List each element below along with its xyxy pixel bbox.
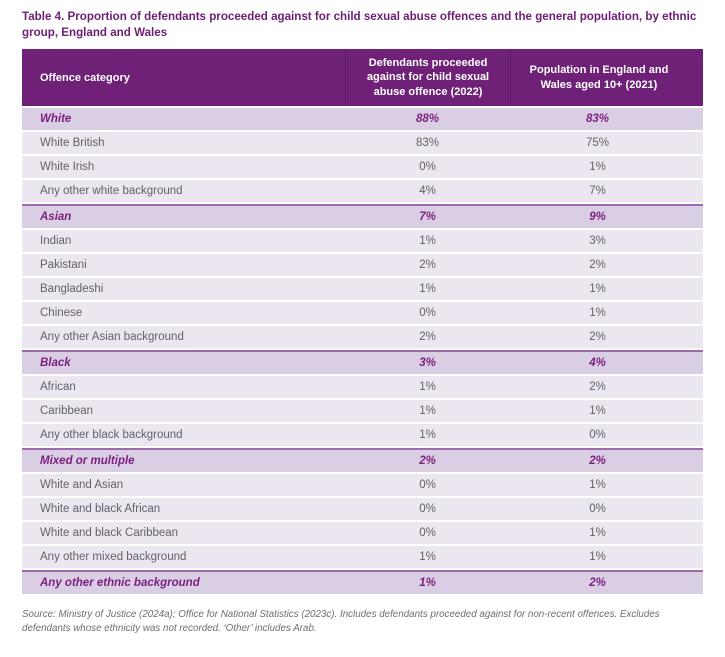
table-title: Table 4. Proportion of defendants procee… [22, 10, 697, 39]
defendants-cell: 1% [345, 570, 510, 594]
population-cell: 1% [510, 302, 703, 324]
defendants-cell: 2% [345, 448, 510, 472]
population-cell: 0% [510, 498, 703, 520]
table-row: White and Asian 0% 1% [22, 474, 703, 496]
population-cell: 9% [510, 204, 703, 228]
group-row: Asian 7% 9% [22, 204, 703, 228]
defendants-cell: 1% [345, 278, 510, 300]
defendants-cell: 1% [345, 376, 510, 398]
defendants-cell: 4% [345, 180, 510, 202]
population-cell: 2% [510, 254, 703, 276]
offence-category-cell: Bangladeshi [22, 278, 345, 300]
defendants-cell: 7% [345, 204, 510, 228]
population-cell: 0% [510, 424, 703, 446]
defendants-cell: 0% [345, 474, 510, 496]
table-row: Any other Asian background 2% 2% [22, 326, 703, 348]
population-cell: 3% [510, 230, 703, 252]
group-row: White 88% 83% [22, 108, 703, 130]
offence-category-cell: White Irish [22, 156, 345, 178]
defendants-cell: 0% [345, 302, 510, 324]
population-cell: 7% [510, 180, 703, 202]
header-row: Offence category Defendants proceeded ag… [22, 49, 703, 106]
defendants-cell: 3% [345, 350, 510, 374]
source-note: Source: Ministry of Justice (2024a); Off… [22, 609, 660, 634]
offence-category-cell: African [22, 376, 345, 398]
table-row: Pakistani 2% 2% [22, 254, 703, 276]
offence-category-cell: Asian [22, 204, 345, 228]
population-cell: 2% [510, 570, 703, 594]
offence-category-cell: Indian [22, 230, 345, 252]
offence-category-cell: Black [22, 350, 345, 374]
table-row: Indian 1% 3% [22, 230, 703, 252]
population-cell: 1% [510, 546, 703, 568]
defendants-cell: 1% [345, 546, 510, 568]
table-row: African 1% 2% [22, 376, 703, 398]
population-cell: 4% [510, 350, 703, 374]
offence-category-cell: Mixed or multiple [22, 448, 345, 472]
offence-category-cell: Any other Asian background [22, 326, 345, 348]
offence-category-cell: Any other black background [22, 424, 345, 446]
population-cell: 2% [510, 326, 703, 348]
table-row: Caribbean 1% 1% [22, 400, 703, 422]
col-header-defendants: Defendants proceeded against for child s… [345, 49, 510, 106]
group-row: Black 3% 4% [22, 350, 703, 374]
offence-category-cell: Any other ethnic background [22, 570, 345, 594]
population-cell: 2% [510, 376, 703, 398]
offence-category-cell: Chinese [22, 302, 345, 324]
defendants-cell: 2% [345, 254, 510, 276]
population-cell: 2% [510, 448, 703, 472]
defendants-cell: 2% [345, 326, 510, 348]
population-cell: 1% [510, 474, 703, 496]
population-cell: 1% [510, 156, 703, 178]
table-row: White British 83% 75% [22, 132, 703, 154]
offence-category-cell: Pakistani [22, 254, 345, 276]
offence-category-cell: White and Asian [22, 474, 345, 496]
population-cell: 1% [510, 400, 703, 422]
population-cell: 83% [510, 108, 703, 130]
table-row: Chinese 0% 1% [22, 302, 703, 324]
offence-category-cell: White [22, 108, 345, 130]
population-cell: 1% [510, 278, 703, 300]
table-row: White and black African 0% 0% [22, 498, 703, 520]
table-row: Any other black background 1% 0% [22, 424, 703, 446]
offence-category-cell: White and black African [22, 498, 345, 520]
defendants-cell: 0% [345, 156, 510, 178]
defendants-cell: 1% [345, 400, 510, 422]
table-row: White and black Caribbean 0% 1% [22, 522, 703, 544]
table-row: White Irish 0% 1% [22, 156, 703, 178]
defendants-cell: 1% [345, 230, 510, 252]
group-row: Mixed or multiple 2% 2% [22, 448, 703, 472]
ethnicity-proportions-table: Offence category Defendants proceeded ag… [22, 47, 703, 596]
defendants-cell: 0% [345, 522, 510, 544]
col-header-population: Population in England and Wales aged 10+… [510, 49, 703, 106]
population-cell: 75% [510, 132, 703, 154]
defendants-cell: 83% [345, 132, 510, 154]
table-body: White 88% 83% White British 83% 75% White Iris… [22, 108, 703, 594]
group-row: Any other ethnic background 1% 2% [22, 570, 703, 594]
defendants-cell: 88% [345, 108, 510, 130]
population-cell: 1% [510, 522, 703, 544]
offence-category-cell: White British [22, 132, 345, 154]
table-row: Any other mixed background 1% 1% [22, 546, 703, 568]
table-row: Any other white background 4% 7% [22, 180, 703, 202]
defendants-cell: 1% [345, 424, 510, 446]
offence-category-cell: Any other mixed background [22, 546, 345, 568]
offence-category-cell: White and black Caribbean [22, 522, 345, 544]
offence-category-cell: Caribbean [22, 400, 345, 422]
defendants-cell: 0% [345, 498, 510, 520]
offence-category-cell: Any other white background [22, 180, 345, 202]
table-row: Bangladeshi 1% 1% [22, 278, 703, 300]
col-header-offence-category: Offence category [22, 49, 345, 106]
